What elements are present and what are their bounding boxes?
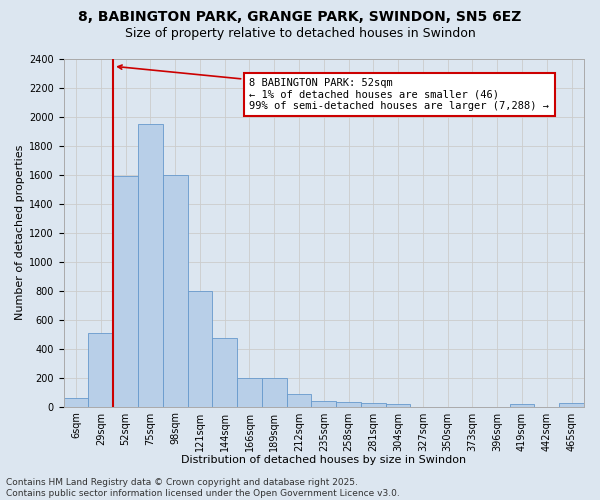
- Bar: [287, 394, 311, 406]
- Bar: [212, 338, 237, 406]
- Bar: [237, 378, 262, 406]
- Text: Contains HM Land Registry data © Crown copyright and database right 2025.
Contai: Contains HM Land Registry data © Crown c…: [6, 478, 400, 498]
- Bar: [386, 404, 410, 406]
- Text: 8 BABINGTON PARK: 52sqm
← 1% of detached houses are smaller (46)
99% of semi-det: 8 BABINGTON PARK: 52sqm ← 1% of detached…: [118, 65, 550, 111]
- Bar: [88, 332, 113, 406]
- Bar: [64, 398, 88, 406]
- Bar: [138, 124, 163, 406]
- Text: Size of property relative to detached houses in Swindon: Size of property relative to detached ho…: [125, 28, 475, 40]
- Bar: [361, 403, 386, 406]
- Bar: [559, 403, 584, 406]
- Bar: [188, 290, 212, 406]
- Bar: [163, 175, 188, 406]
- Bar: [113, 176, 138, 406]
- Bar: [336, 402, 361, 406]
- Bar: [262, 378, 287, 406]
- Y-axis label: Number of detached properties: Number of detached properties: [15, 145, 25, 320]
- Text: 8, BABINGTON PARK, GRANGE PARK, SWINDON, SN5 6EZ: 8, BABINGTON PARK, GRANGE PARK, SWINDON,…: [79, 10, 521, 24]
- Bar: [509, 404, 535, 406]
- X-axis label: Distribution of detached houses by size in Swindon: Distribution of detached houses by size …: [181, 455, 466, 465]
- Bar: [311, 401, 336, 406]
